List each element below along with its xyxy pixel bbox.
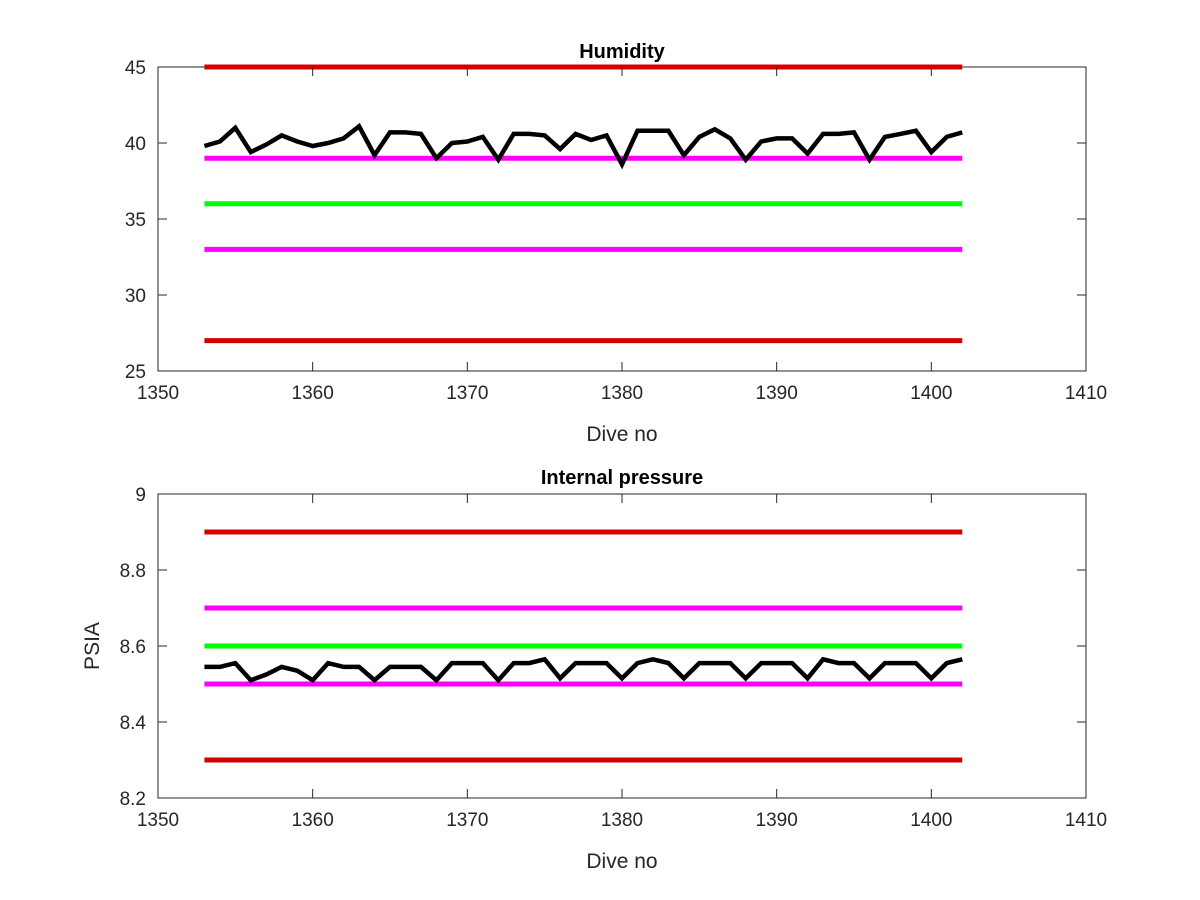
pressure-series-line-0 xyxy=(204,656,963,684)
humidity-y-tick-label-0: 25 xyxy=(125,362,146,383)
humidity-x-tick-label-0: 1350 xyxy=(137,383,179,404)
pressure-x-tick-label-3: 1380 xyxy=(601,810,643,831)
pressure-x-tick-label-6: 1410 xyxy=(1065,810,1107,831)
humidity-axes-box xyxy=(157,66,1087,372)
humidity-subplot: 1350 1360 1370 1380 1390 1400 1410 25 30 35 40 45 H… xyxy=(125,41,1107,446)
humidity-y-tick-label-4: 45 xyxy=(125,58,146,79)
pressure-y-axis-label: PSIA xyxy=(81,622,104,670)
humidity-x-tick-label-2: 1370 xyxy=(446,383,488,404)
humidity-limit-lines xyxy=(204,64,963,344)
pressure-x-tick-label-4: 1390 xyxy=(756,810,798,831)
pressure-y-tick-label-1: 8.4 xyxy=(120,713,147,734)
humidity-x-tick-label-5: 1400 xyxy=(910,383,952,404)
humidity-chart-title: Humidity xyxy=(579,41,665,63)
humidity-x-tick-label-3: 1380 xyxy=(601,383,643,404)
pressure-x-tick-label-0: 1350 xyxy=(137,810,179,831)
pressure-x-tick-label-1: 1360 xyxy=(292,810,334,831)
humidity-x-tick-label-6: 1410 xyxy=(1065,383,1107,404)
pressure-series-group xyxy=(204,656,963,684)
humidity-series-group xyxy=(203,122,963,170)
pressure-y-tick-label-3: 8.8 xyxy=(120,561,146,582)
pressure-ticks: 1350 1360 1370 1380 1390 1400 1410 8.2 8.4 8.6 8.8… xyxy=(120,485,1108,831)
pressure-y-tick-label-2: 8.6 xyxy=(120,637,146,658)
humidity-series-line-0 xyxy=(203,122,963,170)
humidity-x-axis-label: Dive no xyxy=(586,423,657,446)
pressure-x-tick-label-2: 1370 xyxy=(446,810,488,831)
pressure-y-tick-label-0: 8.2 xyxy=(120,789,146,810)
humidity-ticks: 1350 1360 1370 1380 1390 1400 1410 25 30 35 40 45 xyxy=(125,58,1107,404)
pressure-limit-lines xyxy=(204,529,963,763)
pressure-x-tick-label-5: 1400 xyxy=(910,810,952,831)
humidity-x-tick-label-1: 1360 xyxy=(292,383,334,404)
humidity-y-tick-label-1: 30 xyxy=(125,286,146,307)
pressure-chart-title: Internal pressure xyxy=(541,467,703,489)
pressure-x-axis-label: Dive no xyxy=(586,850,657,873)
humidity-y-tick-label-3: 40 xyxy=(125,134,146,155)
humidity-y-tick-label-2: 35 xyxy=(125,210,146,231)
humidity-x-tick-label-4: 1390 xyxy=(756,383,798,404)
internal-pressure-subplot: 1350 1360 1370 1380 1390 1400 1410 8.2 8.4 8.6 8.8… xyxy=(81,467,1107,873)
pressure-y-tick-label-4: 9 xyxy=(135,485,146,506)
